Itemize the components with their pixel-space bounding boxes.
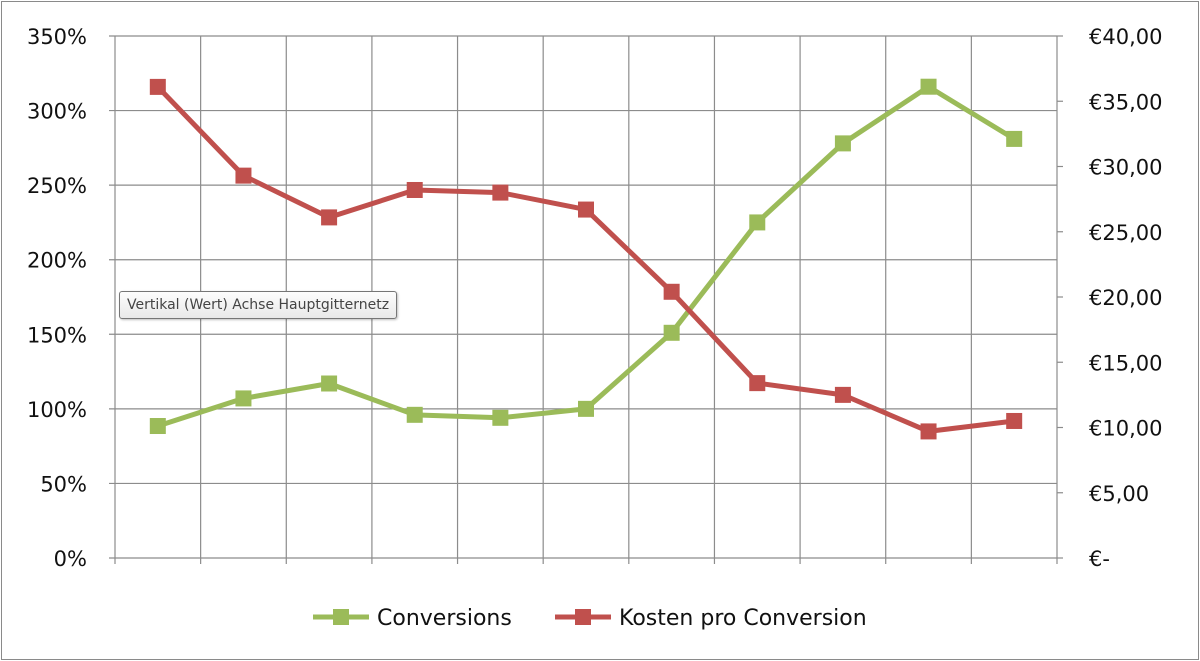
y-right-tick-label: €35,00 xyxy=(1089,90,1162,114)
data-point xyxy=(235,167,252,184)
data-point xyxy=(663,324,680,341)
y-left-tick-label: 100% xyxy=(27,398,87,422)
data-point xyxy=(920,423,937,440)
legend-marker xyxy=(333,609,349,625)
data-point xyxy=(920,78,937,95)
y-right-tick-label: €10,00 xyxy=(1089,417,1162,441)
data-point xyxy=(1006,412,1023,429)
y-right-tick-label: €30,00 xyxy=(1089,156,1162,180)
y-right-tick-label: €25,00 xyxy=(1089,221,1162,245)
y-right-tick-label: €20,00 xyxy=(1089,286,1162,310)
y-right-tick-label: €15,00 xyxy=(1089,351,1162,375)
data-point xyxy=(1006,130,1023,147)
y-left-tick-label: 250% xyxy=(27,174,87,198)
data-point xyxy=(834,135,851,152)
y-left-tick-label: 50% xyxy=(40,472,87,496)
data-point xyxy=(149,78,166,95)
legend-label: Kosten pro Conversion xyxy=(619,606,867,631)
data-point xyxy=(406,181,423,198)
data-point xyxy=(663,283,680,300)
tooltip: Vertikal (Wert) Achse Hauptgitternetz xyxy=(119,291,398,319)
data-point xyxy=(149,418,166,435)
y-left-tick-label: 0% xyxy=(54,547,87,571)
y-left-tick-label: 350% xyxy=(27,25,87,49)
series-kosten-pro-conversion xyxy=(149,78,1023,440)
data-point xyxy=(492,184,509,201)
y-right-tick-label: €- xyxy=(1089,547,1110,571)
y-left-tick-label: 300% xyxy=(27,100,87,124)
y-left-tick-label: 150% xyxy=(27,323,87,347)
y-right-tick-label: €5,00 xyxy=(1089,482,1149,506)
data-point xyxy=(749,214,766,231)
y-right-tick-label: €40,00 xyxy=(1089,25,1162,49)
data-point xyxy=(749,375,766,392)
data-point xyxy=(578,400,594,417)
legend-label: Conversions xyxy=(377,606,512,631)
data-point xyxy=(578,201,594,218)
data-point xyxy=(321,209,338,226)
data-point xyxy=(834,386,851,403)
y-left-tick-label: 200% xyxy=(27,249,87,273)
legend-marker xyxy=(575,609,591,625)
data-point xyxy=(492,409,509,426)
data-point xyxy=(406,406,423,423)
data-point xyxy=(235,390,252,407)
series-conversions xyxy=(149,78,1023,435)
data-point xyxy=(321,375,338,392)
